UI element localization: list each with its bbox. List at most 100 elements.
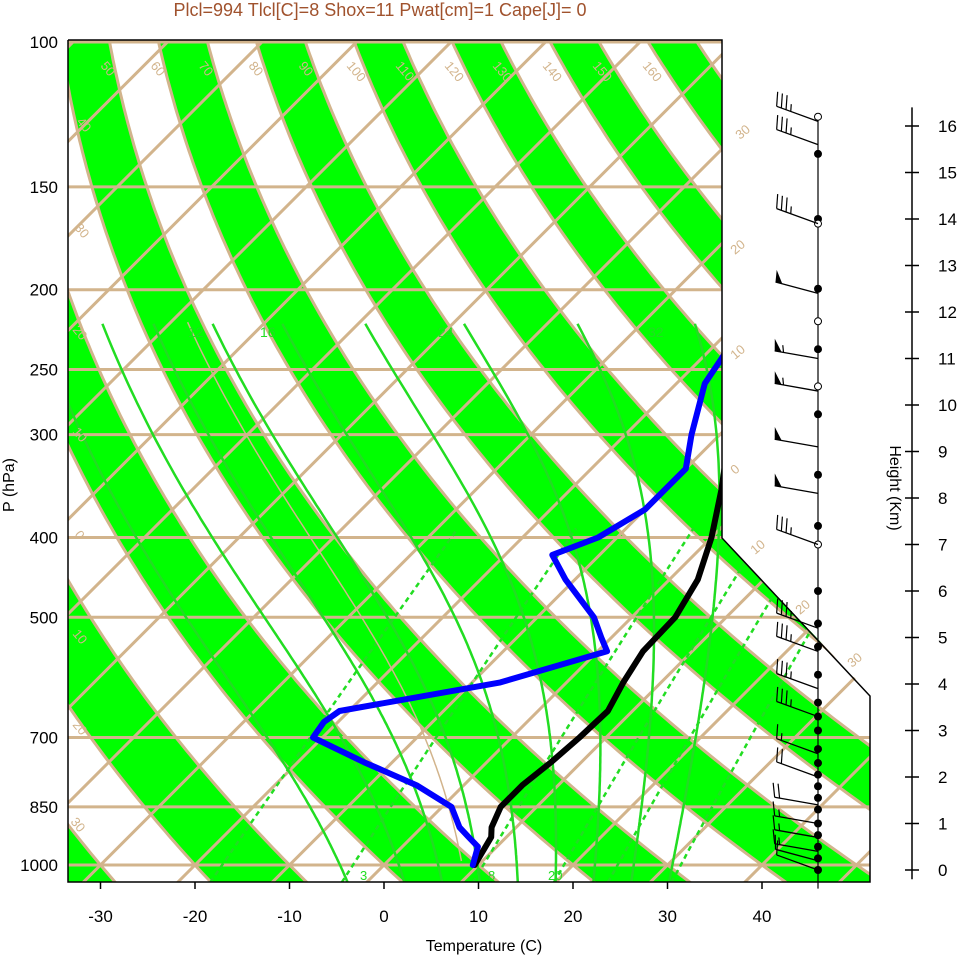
height-tick-label: 10	[938, 396, 957, 415]
wind-barb-staff	[776, 761, 819, 778]
wind-barb-feather	[780, 623, 783, 639]
dry-adiabat-line	[68, 441, 405, 882]
wind-barb-feather	[776, 724, 779, 739]
height-dot-filled	[814, 149, 822, 158]
wind-barb-feather	[785, 625, 788, 640]
wind-barb-staff	[774, 485, 819, 494]
wind-barb-feather	[776, 621, 779, 637]
height-tick-label: 4	[938, 675, 947, 694]
height-dot-filled	[814, 284, 822, 293]
wind-barb-flag	[774, 473, 782, 487]
plot-mask	[722, 40, 872, 696]
wind-barb-feather	[776, 114, 779, 130]
height-dot-filled	[814, 805, 822, 814]
dry-adiabat-line	[303, 40, 870, 748]
temperature-tick-label: 40	[753, 907, 772, 926]
height-dot-filled	[814, 619, 822, 628]
height-dot-filled	[814, 587, 822, 595]
isotherm-line	[68, 40, 456, 428]
temperature-tick-label: -10	[277, 907, 302, 926]
wind-barb-feather	[785, 662, 788, 678]
wind-barb-half-feather	[790, 610, 792, 619]
dry-adiabat-line	[596, 40, 870, 380]
height-dot-open	[814, 317, 822, 326]
wind-barb-staff	[776, 612, 819, 629]
moist-adiabat-label: 32	[648, 324, 664, 340]
wind-barb	[775, 269, 819, 295]
height-dot-filled	[814, 670, 822, 679]
wind-barb-staff	[776, 672, 819, 690]
height-dot-filled	[814, 470, 822, 479]
wind-barb-staff	[774, 796, 819, 806]
height-dot-filled	[814, 842, 822, 851]
height-dot-filled	[814, 770, 822, 779]
mixing-ratio-line	[670, 527, 870, 882]
wind-barb	[774, 427, 819, 448]
height-dot-open	[814, 112, 822, 121]
plot-border	[67, 39, 871, 883]
wind-barb-feather	[772, 801, 776, 816]
temperature-line	[471, 269, 870, 868]
wind-barb-staff	[776, 207, 819, 225]
temperature-tick-label: -30	[88, 907, 113, 926]
mixing-ratio-line	[471, 527, 695, 882]
dry-adiabat-line	[547, 40, 870, 440]
moist-adiabat-label: 16	[260, 324, 276, 340]
height-dot-filled	[814, 759, 822, 768]
wind-barb	[776, 598, 819, 629]
wind-barb-flag	[775, 269, 783, 284]
wind-barb-half-feather	[782, 377, 785, 386]
wind-barb-staff	[774, 382, 819, 392]
wind-barb-half-feather	[790, 671, 792, 679]
moist-adiabat-label: 24	[438, 324, 454, 340]
mixing-ratio-label: 3	[360, 868, 367, 883]
wind-barb-staff	[776, 738, 819, 755]
pressure-tick-label: 300	[30, 426, 58, 445]
wind-barb-feather	[772, 815, 776, 830]
wind-barb	[776, 194, 819, 225]
moist-adiabat-line	[68, 400, 349, 882]
wind-barb-staff	[774, 438, 819, 448]
wind-barb-staff	[774, 843, 819, 853]
height-dot-filled	[814, 410, 822, 419]
dry-adiabat-line	[107, 40, 693, 882]
pressure-tick-label: 200	[30, 281, 58, 300]
wind-barb-half-feather	[782, 345, 785, 353]
dry-adiabat-line	[68, 577, 309, 882]
wind-barb-feather	[780, 516, 783, 532]
isotherm-line	[648, 660, 870, 882]
pressure-tick-label: 100	[30, 33, 58, 52]
wind-barb-feather	[776, 686, 779, 702]
isotherm-line	[68, 40, 267, 239]
height-dot-open	[814, 382, 822, 391]
height-tick-label: 5	[938, 629, 947, 648]
height-axis-label: Height (Km)	[886, 445, 903, 530]
wind-barb-half-feather	[790, 206, 792, 214]
dry-adiabat-line	[351, 40, 870, 685]
wind-barb-feather	[780, 195, 783, 211]
isotherm-line	[270, 282, 870, 882]
moist-adiabat-line	[281, 323, 520, 882]
height-tick-label: 0	[938, 861, 947, 880]
wind-barb	[772, 829, 819, 853]
isotherm-line	[68, 40, 361, 333]
wind-barb	[776, 724, 819, 755]
wind-barb	[776, 514, 819, 546]
moist-adiabat-line	[576, 323, 656, 882]
height-tick-label: 1	[938, 815, 947, 834]
height-tick-label: 12	[938, 303, 957, 322]
wind-barb-staff	[775, 281, 819, 295]
temperature-tick-label: 10	[469, 907, 488, 926]
wind-barb-feather	[780, 93, 783, 109]
wind-barb-feather	[785, 95, 788, 110]
height-tick-label: 15	[938, 164, 957, 183]
wind-barb-staff	[776, 128, 819, 146]
height-tick-label: 8	[938, 489, 947, 508]
boundary-mask	[722, 40, 872, 696]
plot-frame	[67, 39, 871, 883]
wind-barb-staff	[776, 700, 819, 718]
wind-barb-feather	[780, 749, 783, 764]
dry-adiabat-line	[254, 40, 870, 812]
